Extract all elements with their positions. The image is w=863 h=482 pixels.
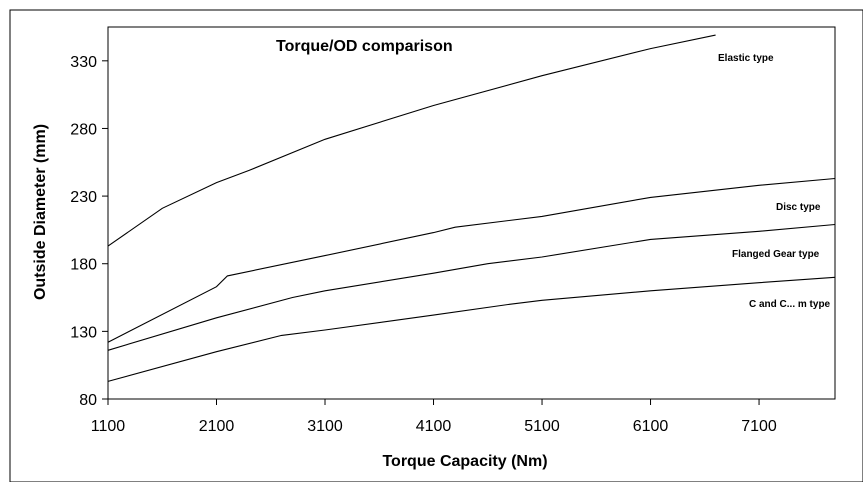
series-line-3 <box>107 223 836 351</box>
y-tick-label: 280 <box>70 121 97 138</box>
y-tick-label: 80 <box>79 392 97 409</box>
x-tick-label: 7100 <box>741 418 777 435</box>
chart-border <box>9 9 863 482</box>
y-tick-label: 330 <box>70 54 97 71</box>
series-label-1: Elastic type <box>718 53 774 64</box>
x-tick-label: 4100 <box>416 418 452 435</box>
series-labels: Elastic type Disc type Flanged Gear type C … <box>718 53 831 310</box>
x-axis-title: Torque Capacity (Nm) <box>382 453 547 470</box>
series-label-4: C and C... m type <box>749 299 831 310</box>
x-tick-label: 5100 <box>524 418 560 435</box>
series-label-2: Disc type <box>776 202 821 213</box>
x-tick-label: 1100 <box>91 418 126 435</box>
y-axis-ticks: 80 130 180 230 280 330 <box>70 54 108 409</box>
x-axis-ticks: 1100 2100 3100 4100 5100 6100 7100 <box>91 399 777 435</box>
series-label-3: Flanged Gear type <box>732 249 820 260</box>
x-tick-label: 6100 <box>633 418 669 435</box>
y-tick-label: 180 <box>70 257 97 274</box>
series-line-4 <box>107 276 836 382</box>
series-lines <box>107 34 836 382</box>
chart-title: Torque/OD comparison <box>276 38 453 55</box>
y-tick-label: 130 <box>70 324 97 341</box>
x-tick-label: 2100 <box>199 418 235 435</box>
x-tick-label: 3100 <box>307 418 343 435</box>
plot-area <box>107 26 836 400</box>
series-line-1 <box>107 34 716 247</box>
y-tick-label: 230 <box>70 189 97 206</box>
y-axis-title: Outside Diameter (mm) <box>32 124 49 300</box>
series-line-2 <box>107 177 836 343</box>
